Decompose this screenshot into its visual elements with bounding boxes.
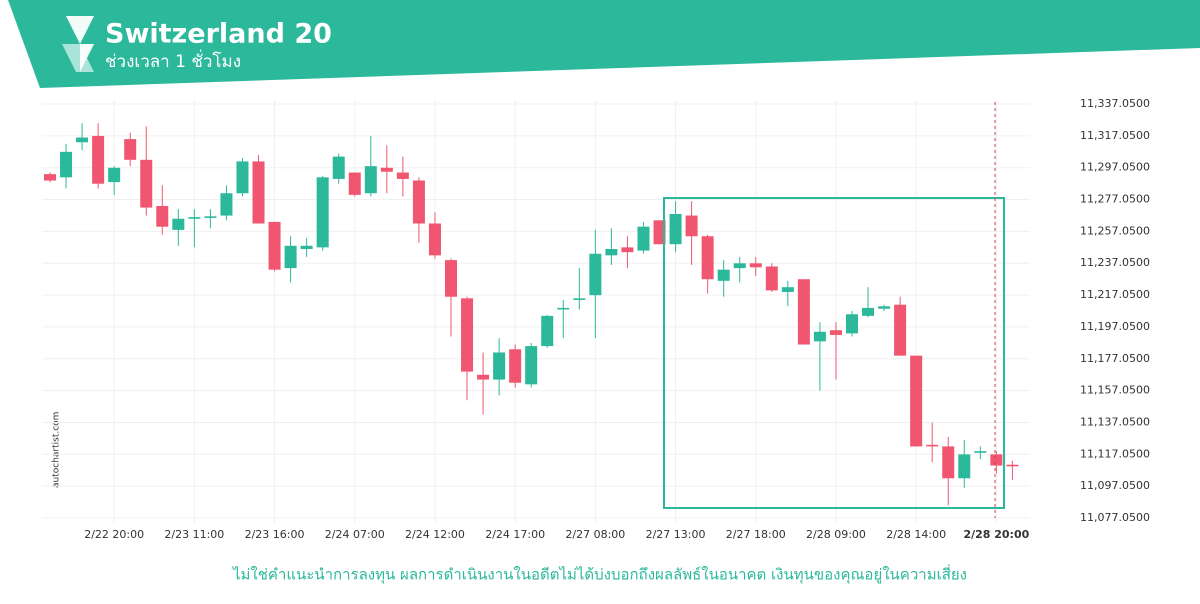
- candle-body: [220, 193, 233, 216]
- candle-body: [797, 279, 810, 345]
- x-tick-label: 2/27 13:00: [646, 528, 706, 541]
- candle-body: [140, 159, 153, 208]
- candle-body: [428, 223, 441, 256]
- candle-body: [188, 217, 201, 219]
- x-tick-label: 2/24 07:00: [325, 528, 385, 541]
- candle-body: [605, 248, 618, 256]
- candle-body: [637, 226, 650, 251]
- candle-body: [445, 260, 457, 297]
- candle-body: [701, 236, 714, 280]
- candle-body: [573, 298, 586, 300]
- candle-body: [461, 298, 474, 372]
- subtitle: ช่วงเวลา 1 ชั่วโมง: [105, 49, 241, 72]
- candle-body: [108, 167, 121, 183]
- candle-body: [894, 304, 907, 356]
- candle-body: [332, 156, 345, 179]
- candle-body: [878, 306, 891, 309]
- x-tick-label: 2/24 12:00: [405, 528, 465, 541]
- candle-body: [493, 352, 506, 380]
- candle-body: [525, 346, 538, 385]
- candle-body: [749, 263, 762, 268]
- candle-body: [60, 151, 73, 178]
- candle-body: [781, 287, 794, 292]
- candle-body: [990, 454, 1003, 466]
- candle-body: [846, 314, 858, 334]
- x-tick-label: 2/22 20:00: [84, 528, 144, 541]
- candle-body: [557, 307, 570, 310]
- disclaimer: ไม่ใช่คำแนะนำการลงทุน ผลการดำเนินงานในอด…: [232, 564, 967, 585]
- x-tick-label: 2/27 08:00: [565, 528, 625, 541]
- candle-body: [76, 137, 89, 143]
- candle-body: [942, 446, 955, 479]
- y-tick-label: 11,297.0500: [1080, 161, 1150, 174]
- candle-body: [268, 221, 281, 270]
- y-tick-label: 11,337.0500: [1080, 97, 1150, 110]
- candle-body: [364, 166, 377, 194]
- candle-body: [926, 444, 939, 447]
- x-tick-label: 2/28 14:00: [886, 528, 946, 541]
- candle-body: [316, 177, 329, 248]
- candle-body: [300, 245, 313, 249]
- candle-body: [92, 135, 105, 184]
- x-tick-label: 2/27 18:00: [726, 528, 786, 541]
- candle-body: [412, 180, 425, 224]
- candle-body: [541, 315, 554, 347]
- candle-body: [172, 218, 185, 230]
- x-tick-label: 2/23 11:00: [164, 528, 224, 541]
- candle-body: [1006, 464, 1019, 467]
- y-tick-label: 11,197.0500: [1080, 320, 1150, 333]
- candle-body: [252, 161, 265, 224]
- candle-body: [509, 349, 522, 383]
- candle-body: [910, 355, 923, 447]
- candle-body: [813, 331, 826, 342]
- y-tick-label: 11,077.0500: [1080, 511, 1150, 524]
- candle-body: [669, 213, 682, 245]
- x-tick-label: 2/23 16:00: [245, 528, 305, 541]
- candle-body: [653, 220, 666, 245]
- candle-body: [621, 247, 634, 253]
- y-tick-label: 11,217.0500: [1080, 288, 1150, 301]
- header-band: [8, 0, 1200, 88]
- candle-body: [124, 139, 137, 160]
- candle-body: [380, 167, 393, 172]
- candle-body: [589, 253, 602, 296]
- candle-body: [477, 374, 490, 380]
- y-tick-label: 11,237.0500: [1080, 256, 1150, 269]
- candle-body: [236, 161, 249, 194]
- y-tick-label: 11,137.0500: [1080, 415, 1150, 428]
- title: Switzerland 20: [105, 19, 332, 50]
- y-tick-label: 11,177.0500: [1080, 352, 1150, 365]
- candle-body: [284, 245, 297, 269]
- x-tick-label: 2/28 20:00: [963, 528, 1029, 541]
- y-tick-label: 11,277.0500: [1080, 193, 1150, 206]
- candle-body: [829, 330, 842, 335]
- y-tick-label: 11,117.0500: [1080, 447, 1150, 460]
- candle-body: [958, 454, 971, 479]
- logo: [62, 16, 94, 72]
- pattern-box: [663, 197, 1005, 509]
- candle-body: [685, 215, 698, 237]
- watermark: autochartist.com: [52, 412, 62, 488]
- candle-body: [396, 172, 409, 179]
- candle-body: [733, 263, 746, 269]
- y-tick-label: 11,157.0500: [1080, 384, 1150, 397]
- x-tick-label: 2/24 17:00: [485, 528, 545, 541]
- candle-body: [717, 269, 730, 281]
- x-tick-label: 2/28 09:00: [806, 528, 866, 541]
- candle-body: [204, 216, 217, 218]
- candle-body: [348, 172, 361, 195]
- plot-area: 11,077.0500 11,097.0500 11,117.0500 11,137.…: [42, 97, 1150, 541]
- candle-body: [862, 307, 875, 316]
- candle-body: [44, 174, 56, 181]
- candle-body: [974, 451, 987, 453]
- candle-body: [156, 205, 169, 227]
- y-tick-label: 11,097.0500: [1080, 479, 1150, 492]
- y-tick-label: 11,257.0500: [1080, 224, 1150, 237]
- y-tick-label: 11,317.0500: [1080, 129, 1150, 142]
- candle-body: [765, 266, 778, 291]
